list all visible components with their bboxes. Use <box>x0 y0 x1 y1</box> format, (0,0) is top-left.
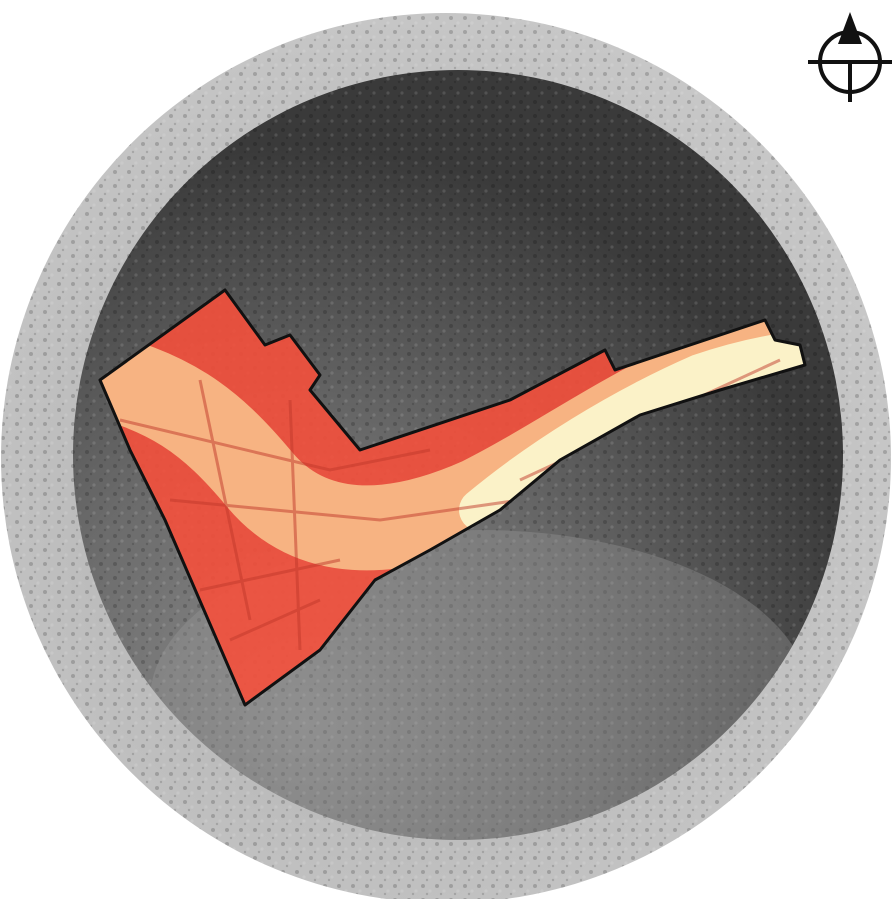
street <box>198 379 252 621</box>
street <box>229 598 321 642</box>
street <box>288 399 302 651</box>
street <box>199 558 341 592</box>
compass-arrow <box>838 12 862 44</box>
street <box>169 498 521 522</box>
zone-outline <box>98 288 807 707</box>
north-compass <box>808 12 892 102</box>
street <box>119 418 431 472</box>
zone-low <box>459 329 805 531</box>
